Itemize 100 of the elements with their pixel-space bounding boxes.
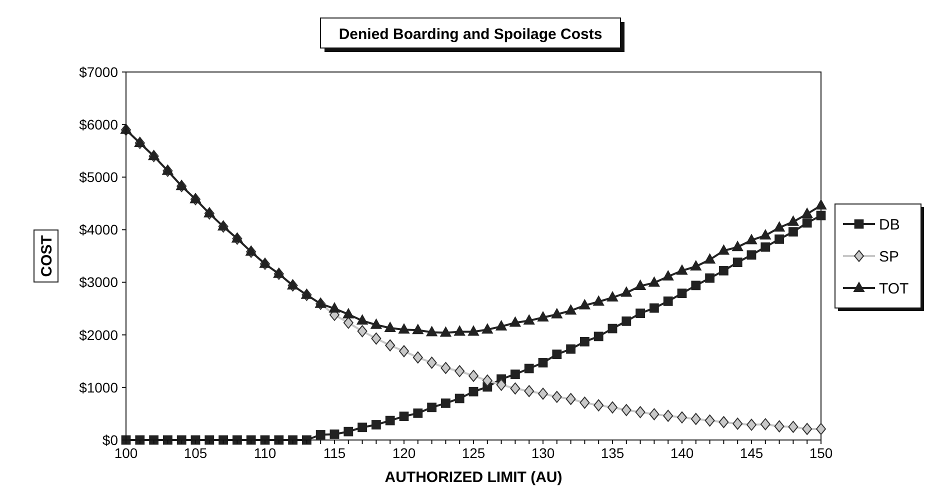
- point: [718, 244, 730, 255]
- legend-label: SP: [879, 248, 900, 266]
- point: [468, 386, 478, 396]
- point: [538, 388, 548, 400]
- point: [704, 254, 716, 264]
- point: [760, 229, 771, 240]
- y-tick-label: $1000: [79, 379, 118, 396]
- point: [662, 270, 674, 281]
- point: [594, 399, 604, 412]
- point: [704, 414, 715, 427]
- point: [636, 308, 645, 318]
- point: [399, 345, 409, 358]
- point: [246, 246, 257, 256]
- point: [496, 320, 507, 330]
- point: [343, 316, 354, 329]
- point: [413, 408, 423, 418]
- point: [663, 410, 674, 422]
- point: [329, 302, 340, 313]
- point: [802, 422, 812, 435]
- point: [580, 336, 590, 346]
- point: [774, 420, 784, 432]
- point: [691, 280, 701, 290]
- x-tick-label: 130: [531, 445, 555, 461]
- point: [690, 260, 702, 271]
- point: [732, 258, 742, 268]
- point: [162, 164, 174, 175]
- y-tick-label: $3000: [79, 274, 118, 290]
- point: [788, 216, 799, 226]
- point: [676, 264, 688, 275]
- point: [566, 392, 576, 405]
- point: [552, 350, 562, 360]
- point: [468, 370, 478, 382]
- y-axis-title: COST: [38, 235, 56, 277]
- point: [385, 339, 396, 352]
- x-tick-label: 140: [670, 445, 694, 461]
- point: [746, 418, 756, 431]
- point: [690, 412, 701, 425]
- x-tick-label: 125: [462, 445, 486, 461]
- point: [342, 308, 354, 318]
- point: [802, 218, 812, 228]
- point: [315, 298, 326, 308]
- point: [370, 318, 382, 329]
- point: [622, 316, 632, 326]
- point: [524, 364, 534, 374]
- x-tick-label: 100: [114, 445, 138, 461]
- point: [468, 326, 479, 336]
- point: [538, 358, 548, 368]
- y-tick-label: $5000: [79, 169, 118, 186]
- point: [608, 401, 618, 414]
- point: [746, 234, 757, 244]
- point: [608, 324, 618, 334]
- point: [454, 365, 465, 378]
- x-tick-label: 115: [323, 445, 346, 461]
- x-tick-label: 110: [254, 445, 276, 461]
- point: [344, 426, 354, 436]
- y-tick-label: $7000: [79, 64, 118, 80]
- point: [634, 280, 646, 290]
- point: [760, 418, 770, 430]
- point: [677, 411, 687, 424]
- point: [510, 370, 520, 379]
- point: [496, 378, 506, 391]
- point: [732, 418, 743, 430]
- point: [677, 288, 687, 298]
- point: [356, 314, 368, 325]
- point: [524, 385, 534, 398]
- point: [538, 312, 548, 322]
- point: [718, 416, 729, 428]
- point: [816, 200, 826, 210]
- point: [399, 412, 409, 422]
- point: [607, 292, 618, 302]
- point: [774, 234, 784, 244]
- point: [650, 303, 659, 313]
- point: [358, 422, 367, 432]
- point: [482, 324, 493, 334]
- point: [719, 266, 728, 276]
- point: [816, 210, 826, 220]
- point: [371, 332, 382, 345]
- point: [441, 398, 450, 408]
- point: [760, 242, 770, 252]
- point: [510, 382, 520, 394]
- x-axis-title: AUTHORIZED LIMIT (AU): [384, 469, 562, 486]
- point: [454, 394, 464, 404]
- x-tick-label: 135: [600, 445, 624, 461]
- point: [426, 326, 438, 336]
- point: [552, 390, 562, 403]
- point: [357, 325, 368, 338]
- legend-label: TOT: [879, 280, 909, 298]
- point: [648, 276, 660, 287]
- x-tick-label: 145: [740, 445, 764, 461]
- y-tick-label: $0: [102, 432, 118, 448]
- point: [802, 208, 813, 218]
- x-tick-label: 150: [809, 445, 833, 461]
- point: [579, 299, 590, 310]
- point: [524, 314, 535, 325]
- point: [635, 406, 646, 418]
- point: [482, 374, 492, 387]
- point: [316, 430, 326, 440]
- point: [594, 332, 604, 342]
- point: [384, 322, 396, 332]
- legend-label: DB: [879, 216, 900, 234]
